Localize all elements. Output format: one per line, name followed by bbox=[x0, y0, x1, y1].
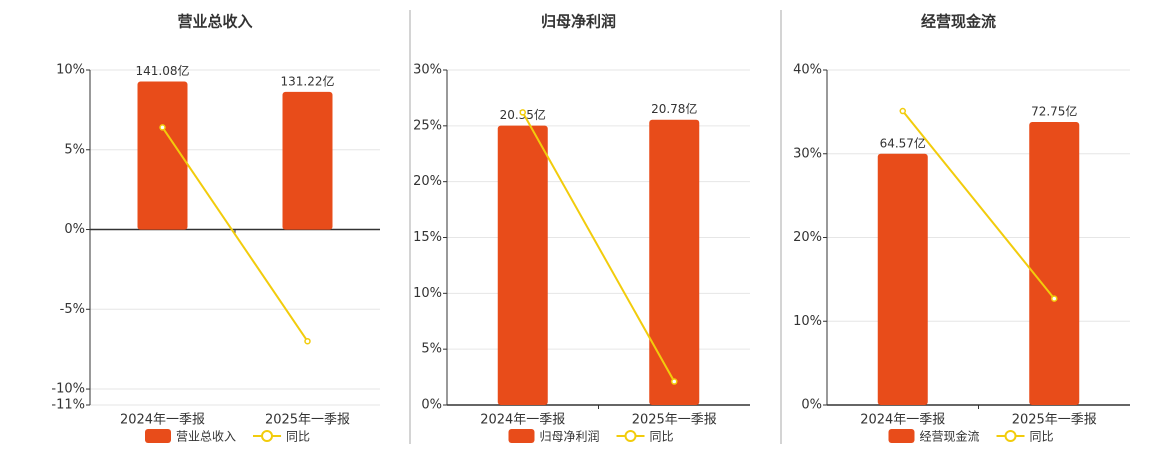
y-tick-label: 5% bbox=[421, 342, 442, 357]
y-tick-label: 10% bbox=[413, 286, 442, 301]
y-tick-label: 20% bbox=[413, 174, 442, 189]
y-tick-label: -10% bbox=[51, 382, 85, 397]
y-tick-label: 30% bbox=[793, 146, 822, 161]
x-tick-label: 2024年一季报 bbox=[120, 413, 205, 428]
line bbox=[901, 110, 1056, 300]
legend-swatch bbox=[1004, 430, 1017, 442]
y-tick-label: 30% bbox=[413, 63, 442, 78]
legend-label: 同比 bbox=[650, 430, 674, 444]
line-point bbox=[1051, 295, 1058, 302]
y-tick-label: 20% bbox=[793, 230, 822, 245]
line-point bbox=[159, 124, 166, 131]
value-label: 72.75亿 bbox=[1031, 103, 1077, 118]
chart-title: 营业总收入 bbox=[177, 13, 252, 31]
x-tick-label: 2024年一季报 bbox=[480, 413, 565, 428]
y-tick-label: -5% bbox=[60, 302, 85, 317]
x-tick-label: 2025年一季报 bbox=[632, 413, 717, 428]
legend-swatch bbox=[624, 430, 637, 442]
y-tick-label: 0% bbox=[421, 398, 442, 413]
legend-swatch bbox=[261, 430, 274, 442]
line-point bbox=[519, 109, 526, 116]
y-tick-label: 10% bbox=[56, 63, 85, 78]
legend-label: 经营现金流 bbox=[920, 429, 980, 444]
y-tick-label: 40% bbox=[793, 63, 822, 78]
legend-label: 归母净利润 bbox=[540, 430, 600, 444]
legend-swatch bbox=[508, 429, 535, 443]
value-label: 131.22亿 bbox=[281, 73, 335, 88]
line-point bbox=[304, 337, 311, 345]
bar bbox=[137, 81, 188, 230]
bar bbox=[649, 119, 700, 406]
bar bbox=[497, 125, 548, 406]
bar bbox=[1029, 121, 1080, 406]
y-tick-label: 5% bbox=[64, 142, 85, 157]
legend-swatch bbox=[145, 429, 171, 443]
bar bbox=[282, 91, 333, 230]
x-tick-label: 2025年一季报 bbox=[265, 413, 350, 428]
legend-label: 营业总收入 bbox=[176, 430, 236, 444]
x-tick-label: 2025年一季报 bbox=[1012, 413, 1097, 428]
chart-title: 归母净利润 bbox=[541, 13, 616, 31]
line bbox=[521, 111, 676, 383]
chart-title: 经营现金流 bbox=[921, 13, 996, 31]
y-tick-label: -11% bbox=[51, 398, 85, 413]
legend-swatch bbox=[888, 429, 915, 443]
value-label: 141.08亿 bbox=[136, 63, 190, 78]
line-point bbox=[899, 107, 906, 115]
legend-label: 同比 bbox=[286, 430, 310, 444]
line bbox=[161, 126, 309, 342]
y-tick-label: 0% bbox=[801, 398, 822, 413]
y-tick-label: 25% bbox=[413, 118, 442, 133]
bar bbox=[877, 153, 928, 405]
line-point bbox=[671, 378, 678, 385]
y-tick-label: 0% bbox=[64, 222, 85, 237]
y-tick-label: 15% bbox=[413, 230, 442, 245]
value-label: 64.57亿 bbox=[880, 135, 926, 150]
x-tick-label: 2024年一季报 bbox=[860, 413, 945, 428]
y-tick-label: 10% bbox=[793, 314, 822, 329]
value-label: 20.78亿 bbox=[651, 101, 697, 116]
legend-label: 同比 bbox=[1030, 430, 1054, 444]
